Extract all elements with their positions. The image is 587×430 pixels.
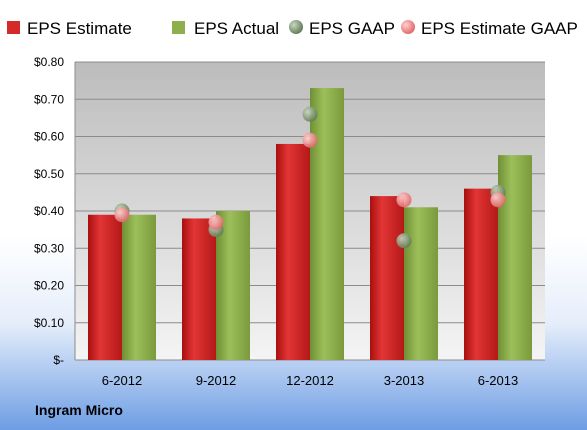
legend-item-eps-estimate-gaap: EPS Estimate GAAP (401, 19, 578, 38)
bar-eps-estimate (276, 143, 310, 360)
y-tick-label: $0.50 (34, 167, 64, 181)
bar-eps-actual (216, 211, 250, 360)
legend-label-eps-estimate-gaap: EPS Estimate GAAP (421, 19, 578, 38)
legend-item-eps-estimate: EPS Estimate (7, 19, 132, 38)
marker-eps-estimate-gaap (396, 192, 412, 208)
bar-eps-estimate (464, 188, 498, 360)
y-tick-label: $0.60 (34, 130, 64, 144)
y-tick-label: $0.80 (34, 55, 64, 69)
legend-label-eps-gaap: EPS GAAP (309, 19, 395, 38)
y-tick-label: $0.20 (34, 279, 64, 293)
y-tick-label: $0.70 (34, 92, 64, 106)
legend-swatch-eps-actual (172, 21, 185, 34)
legend: EPS Estimate EPS Actual EPS GAAP EPS Est… (7, 19, 578, 38)
bar-eps-actual (498, 155, 532, 360)
x-tick-label: 3-2013 (384, 373, 424, 388)
y-tick-label: $- (53, 353, 64, 367)
legend-item-eps-actual: EPS Actual (172, 19, 279, 38)
y-tick-label: $0.40 (34, 204, 64, 218)
bar-eps-estimate (370, 196, 404, 360)
legend-marker-eps-gaap (289, 20, 303, 34)
bar-eps-actual (122, 214, 156, 360)
marker-eps-estimate-gaap (114, 207, 130, 223)
marker-eps-gaap (396, 233, 412, 249)
y-tick-label: $0.10 (34, 316, 64, 330)
marker-eps-estimate-gaap (302, 132, 318, 148)
company-name: Ingram Micro (35, 402, 123, 418)
x-tick-label: 9-2012 (196, 373, 236, 388)
bar-eps-estimate (182, 218, 216, 360)
y-tick-label: $0.30 (34, 241, 64, 255)
marker-eps-gaap (302, 106, 318, 122)
legend-item-eps-gaap: EPS GAAP (289, 19, 395, 38)
bars (88, 88, 532, 360)
x-tick-label: 12-2012 (286, 373, 334, 388)
bar-eps-estimate (88, 214, 122, 360)
legend-swatch-eps-estimate (7, 21, 20, 34)
x-tick-label: 6-2013 (478, 373, 518, 388)
bar-eps-actual (404, 207, 438, 360)
marker-eps-estimate-gaap (490, 192, 506, 208)
x-axis-ticks: 6-2012 9-2012 12-2012 3-2013 6-2013 (102, 373, 518, 388)
legend-label-eps-actual: EPS Actual (194, 19, 279, 38)
bar-eps-actual (310, 88, 344, 360)
legend-label-eps-estimate: EPS Estimate (27, 19, 132, 38)
x-tick-label: 6-2012 (102, 373, 142, 388)
y-axis-ticks: $- $0.10 $0.20 $0.30 $0.40 $0.50 $0.60 $0.70 $0.… (34, 55, 64, 367)
marker-eps-estimate-gaap (208, 214, 224, 230)
legend-marker-eps-estimate-gaap (401, 20, 415, 34)
markers (114, 106, 506, 249)
